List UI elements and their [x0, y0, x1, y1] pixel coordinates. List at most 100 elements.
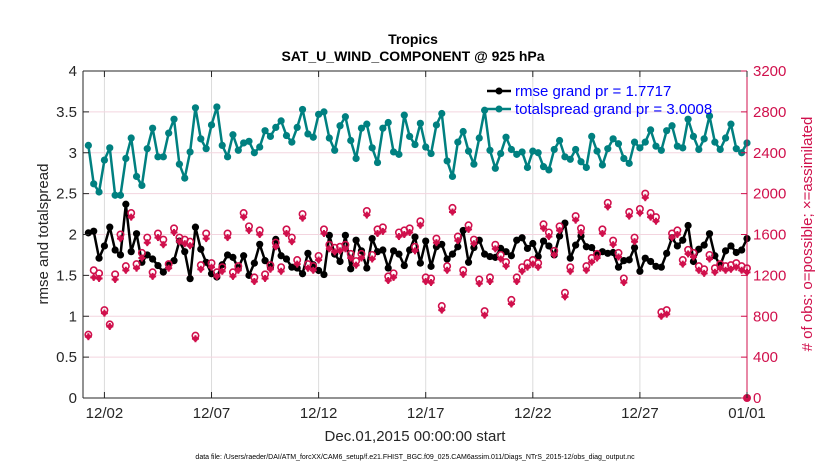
- obs-assimilated-marker: [679, 260, 687, 268]
- rmse-point: [298, 270, 307, 278]
- rmse-point: [411, 233, 419, 241]
- marker-dot: [144, 240, 150, 246]
- totalspread-point: [197, 135, 205, 143]
- rmse-point: [566, 254, 574, 262]
- obs-assimilated-marker: [309, 266, 317, 274]
- marker-dot: [139, 255, 145, 261]
- obs-assimilated-marker: [320, 229, 328, 237]
- rmse-point: [464, 258, 473, 266]
- rmse-point: [588, 243, 596, 252]
- obs-assimilated-marker: [663, 310, 671, 318]
- obs-assimilated-marker: [213, 272, 221, 280]
- marker-dot: [696, 267, 702, 273]
- obs-assimilated-marker: [133, 264, 141, 272]
- marker-dot: [267, 266, 274, 272]
- totalspread-point: [422, 143, 430, 151]
- totalspread-point: [630, 138, 639, 146]
- marker-dot: [626, 213, 632, 219]
- marker-dot: [369, 256, 375, 262]
- totalspread-point: [143, 145, 151, 153]
- marker-dot: [166, 265, 172, 271]
- rmse-point: [186, 275, 194, 283]
- marker-dot: [133, 265, 140, 271]
- rmse-point: [100, 242, 109, 250]
- totalspread-point: [545, 166, 553, 174]
- obs-assimilated-marker: [523, 263, 531, 271]
- marker-dot: [551, 252, 557, 258]
- obs-assimilated-marker: [550, 251, 558, 259]
- marker-dot: [524, 264, 531, 270]
- obs-assimilated-marker: [400, 231, 408, 238]
- marker-dot: [449, 209, 456, 215]
- totalspread-point: [684, 115, 692, 123]
- obs-assimilated-marker: [379, 227, 387, 235]
- obs-assimilated-marker: [700, 269, 708, 277]
- totalspread-point: [555, 136, 564, 145]
- marker-dot: [101, 310, 108, 316]
- marker-dot: [471, 241, 477, 247]
- marker-dot: [674, 231, 680, 238]
- marker-dot: [332, 249, 338, 255]
- totalspread-point: [438, 109, 446, 118]
- marker-dot: [669, 234, 675, 241]
- y-tick-label: 3.5: [56, 104, 77, 121]
- totalspread-point: [331, 146, 339, 154]
- x-axis-label: Dec.01,2015 00:00:00 start: [325, 428, 507, 445]
- totalspread-point: [539, 163, 548, 171]
- marker-dot: [444, 267, 450, 273]
- totalspread-point: [175, 160, 183, 168]
- rmse-point: [422, 237, 430, 245]
- obs-assimilated-marker: [540, 224, 548, 232]
- obs-assimilated-marker: [288, 238, 296, 246]
- obs-assimilated-marker: [432, 239, 440, 247]
- totalspread-point: [443, 157, 451, 165]
- marker-dot: [658, 313, 664, 319]
- marker-dot: [310, 267, 316, 273]
- totalspread-point: [475, 134, 483, 142]
- marker-dot: [305, 265, 311, 271]
- marker-dot: [283, 230, 290, 237]
- obs-assimilated-marker: [572, 216, 580, 224]
- series-layer: [84, 103, 751, 402]
- obs-assimilated-marker: [315, 256, 323, 264]
- obs-assimilated-marker: [406, 228, 414, 236]
- obs-assimilated-marker: [384, 276, 392, 284]
- y-tick-label-right: 1200: [753, 267, 786, 284]
- totalspread-point: [663, 127, 671, 135]
- totalspread-point: [202, 145, 210, 153]
- totalspread-point: [293, 123, 301, 132]
- obs-assimilated-marker: [149, 272, 157, 280]
- x-tick-label: 12/27: [621, 405, 659, 422]
- obs-assimilated-marker: [481, 311, 489, 319]
- obs-assimilated-marker: [566, 267, 574, 275]
- totalspread-point: [518, 148, 526, 156]
- rmse-point: [149, 255, 157, 263]
- rmse-point: [159, 268, 167, 276]
- totalspread-point: [373, 158, 382, 167]
- totalspread-point: [598, 161, 607, 169]
- marker-dot: [235, 267, 241, 273]
- obs-assimilated-marker: [422, 278, 430, 286]
- totalspread-point: [561, 153, 569, 161]
- marker-dot: [433, 240, 440, 246]
- obs-assimilated-marker: [266, 265, 274, 273]
- obs-assimilated-marker: [111, 275, 119, 283]
- obs-assimilated-marker: [181, 240, 189, 248]
- obs-assimilated-marker: [604, 203, 612, 211]
- x-tick-label: 12/07: [193, 405, 231, 422]
- rmse-point: [663, 249, 671, 257]
- y-tick-label-right: 800: [753, 308, 778, 325]
- rmse-point: [497, 244, 505, 252]
- y-tick-label-right: 3200: [753, 63, 786, 80]
- totalspread-point: [416, 119, 424, 127]
- totalspread-point: [138, 181, 146, 190]
- obs-assimilated-marker: [507, 300, 515, 308]
- marker-dot: [390, 274, 397, 281]
- obs-assimilated-marker: [706, 255, 714, 263]
- totalspread-point: [389, 148, 398, 156]
- rmse-point: [197, 245, 205, 253]
- obs-assimilated-marker: [448, 208, 456, 216]
- obs-assimilated-marker: [116, 235, 124, 243]
- rmse-point: [523, 244, 532, 252]
